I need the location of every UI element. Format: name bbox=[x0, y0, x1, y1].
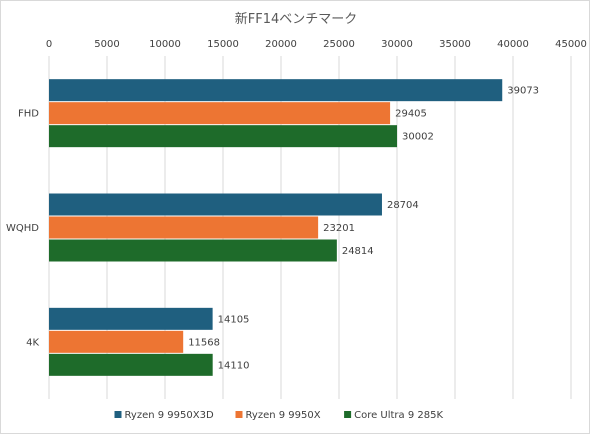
data-label: 11568 bbox=[188, 337, 220, 348]
data-label: 39073 bbox=[507, 86, 539, 97]
data-label: 14105 bbox=[218, 314, 250, 325]
data-label: 14110 bbox=[218, 360, 250, 371]
category-label: WQHD bbox=[6, 223, 39, 234]
x-tick-label: 20000 bbox=[265, 39, 297, 50]
bars: 39073 29405 30002 28704 23201 24814 14105 11568… bbox=[49, 79, 539, 376]
bar bbox=[49, 307, 213, 330]
legend-label: Ryzen 9 9950X3D bbox=[125, 410, 214, 421]
category-label: FHD bbox=[18, 109, 39, 120]
bar bbox=[49, 353, 213, 376]
bar bbox=[49, 330, 184, 353]
x-axis-ticks: 0 5000 10000 15000 20000 25000 30000 35000 40000… bbox=[46, 39, 587, 50]
bar bbox=[49, 193, 382, 216]
x-tick-label: 15000 bbox=[207, 39, 239, 50]
legend-swatch bbox=[344, 411, 352, 418]
x-tick-label: 5000 bbox=[94, 39, 119, 50]
bar bbox=[49, 125, 398, 148]
category-labels: FHD WQHD 4K bbox=[6, 109, 39, 349]
bar bbox=[49, 79, 503, 102]
x-tick-label: 0 bbox=[46, 39, 52, 50]
x-tick-label: 30000 bbox=[381, 39, 413, 50]
category-label: 4K bbox=[26, 337, 39, 348]
data-label: 29405 bbox=[395, 109, 427, 120]
bar bbox=[49, 102, 391, 125]
x-tick-label: 10000 bbox=[149, 39, 181, 50]
bar bbox=[49, 239, 337, 262]
legend-swatch bbox=[114, 411, 122, 418]
data-label: 24814 bbox=[342, 246, 374, 257]
legend-label: Ryzen 9 9950X bbox=[246, 410, 321, 421]
x-tick-label: 35000 bbox=[439, 39, 471, 50]
legend-swatch bbox=[235, 411, 243, 418]
data-label: 30002 bbox=[402, 132, 434, 143]
legend-label: Core Ultra 9 285K bbox=[354, 410, 443, 421]
data-label: 28704 bbox=[387, 200, 419, 211]
x-tick-label: 40000 bbox=[497, 39, 529, 50]
legend: Ryzen 9 9950X3D Ryzen 9 9950X Core Ultra 9… bbox=[114, 410, 443, 421]
chart-title: 新FF14ベンチマーク bbox=[235, 11, 358, 27]
x-tick-label: 45000 bbox=[555, 39, 587, 50]
bar bbox=[49, 216, 319, 239]
data-label: 23201 bbox=[323, 223, 355, 234]
x-tick-label: 25000 bbox=[323, 39, 355, 50]
